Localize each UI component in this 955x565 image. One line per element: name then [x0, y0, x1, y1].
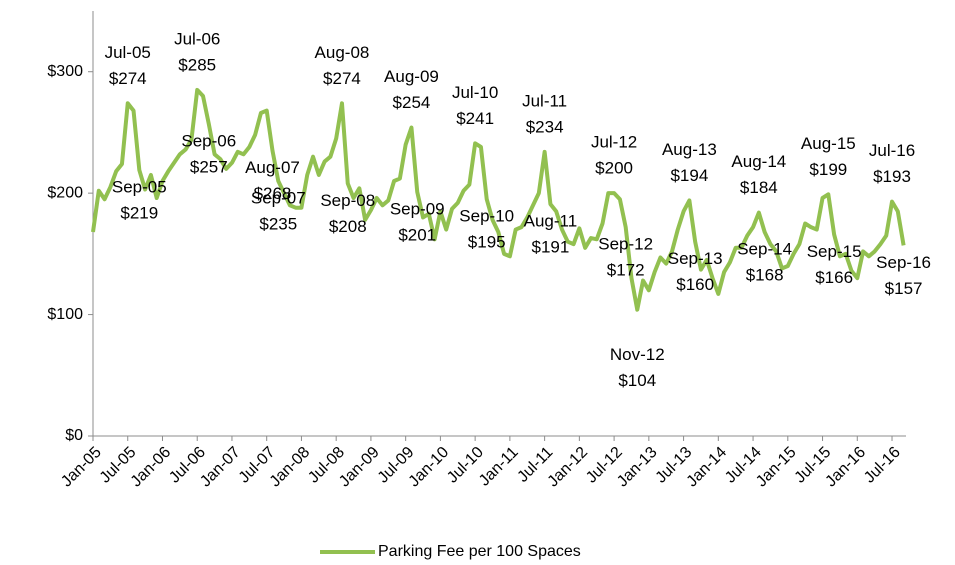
- annotation-month: Sep-06: [181, 131, 236, 150]
- annotation-value: $184: [740, 178, 778, 197]
- x-tick-label: Jan-13: [614, 444, 661, 491]
- x-tick-label: Jan-05: [58, 444, 105, 491]
- y-tick-label: $200: [47, 184, 83, 201]
- annotation-value: $219: [120, 204, 158, 223]
- annotation-month: Jul-10: [452, 83, 498, 102]
- annotation-month: Sep-12: [598, 235, 653, 254]
- annotation-month: Sep-13: [668, 249, 723, 268]
- x-tick-label: Jan-16: [822, 444, 869, 491]
- annotation-value: $172: [607, 261, 645, 280]
- annotation-month: Jul-16: [869, 141, 915, 160]
- annotation-month: Sep-09: [390, 199, 445, 218]
- annotation-value: $268: [254, 184, 292, 203]
- annotation-value: $241: [456, 109, 494, 128]
- annotation-value: $257: [190, 157, 228, 176]
- x-tick-label: Jan-08: [267, 444, 314, 491]
- x-tick-label: Jan-12: [545, 444, 592, 491]
- annotation-value: $235: [259, 214, 297, 233]
- annotation-month: Aug-08: [315, 43, 370, 62]
- annotation-value: $199: [809, 160, 847, 179]
- annotation-month: Aug-09: [384, 67, 439, 86]
- y-tick-label: $100: [47, 306, 83, 323]
- annotation-month: Aug-14: [731, 152, 786, 171]
- annotation-month: Sep-08: [320, 191, 375, 210]
- annotation-value: $285: [178, 55, 216, 74]
- annotation-month: Aug-11: [524, 212, 578, 231]
- annotation-month: Sep-16: [876, 253, 931, 272]
- annotation-value: $194: [670, 166, 708, 185]
- annotation-month: Jul-11: [522, 91, 567, 110]
- annotation-value: $168: [746, 265, 784, 284]
- legend-label: Parking Fee per 100 Spaces: [378, 543, 581, 560]
- x-tick-label: Jan-11: [476, 444, 522, 490]
- annotation-month: Jul-06: [174, 29, 220, 48]
- x-tick-label: Jan-07: [197, 444, 244, 491]
- annotation-month: Sep-14: [737, 239, 792, 258]
- annotation-value: $160: [676, 275, 714, 294]
- annotation-value: $104: [618, 371, 656, 390]
- annotation-month: Jul-12: [591, 133, 637, 152]
- annotation-month: Sep-10: [459, 207, 514, 226]
- x-tick-label: Jan-14: [684, 444, 731, 491]
- data-line: [91, 87, 906, 312]
- annotation-month: Jul-05: [105, 43, 151, 62]
- annotation-value: $274: [323, 69, 361, 88]
- annotation-value: $200: [595, 159, 633, 178]
- annotation-value: $254: [393, 93, 431, 112]
- annotation-value: $166: [815, 268, 853, 287]
- x-tick-label: Jan-10: [406, 444, 453, 491]
- annotation-value: $193: [873, 167, 911, 186]
- annotation-value: $157: [885, 279, 923, 298]
- y-tick-label: $0: [65, 427, 83, 444]
- annotation-month: Aug-07: [245, 158, 300, 177]
- x-tick-label: Jul-16: [861, 444, 904, 487]
- annotation-month: Aug-15: [801, 134, 856, 153]
- annotation-month: Sep-15: [807, 242, 862, 261]
- annotation-month: Sep-05: [112, 178, 167, 197]
- annotation-value: $195: [468, 233, 506, 252]
- annotation-value: $274: [109, 69, 147, 88]
- annotation-month: Aug-13: [662, 140, 717, 159]
- annotation-value: $191: [531, 238, 569, 257]
- annotation-value: $201: [398, 225, 436, 244]
- annotation-month: Sep-07: [251, 188, 306, 207]
- annotation-month: Nov-12: [610, 345, 665, 364]
- annotation-value: $208: [329, 217, 367, 236]
- annotation-value: $234: [526, 117, 564, 136]
- x-tick-label: Jan-06: [128, 444, 175, 491]
- y-tick-label: $300: [47, 63, 83, 80]
- x-tick-label: Jan-15: [753, 444, 800, 491]
- x-tick-label: Jan-09: [336, 444, 383, 491]
